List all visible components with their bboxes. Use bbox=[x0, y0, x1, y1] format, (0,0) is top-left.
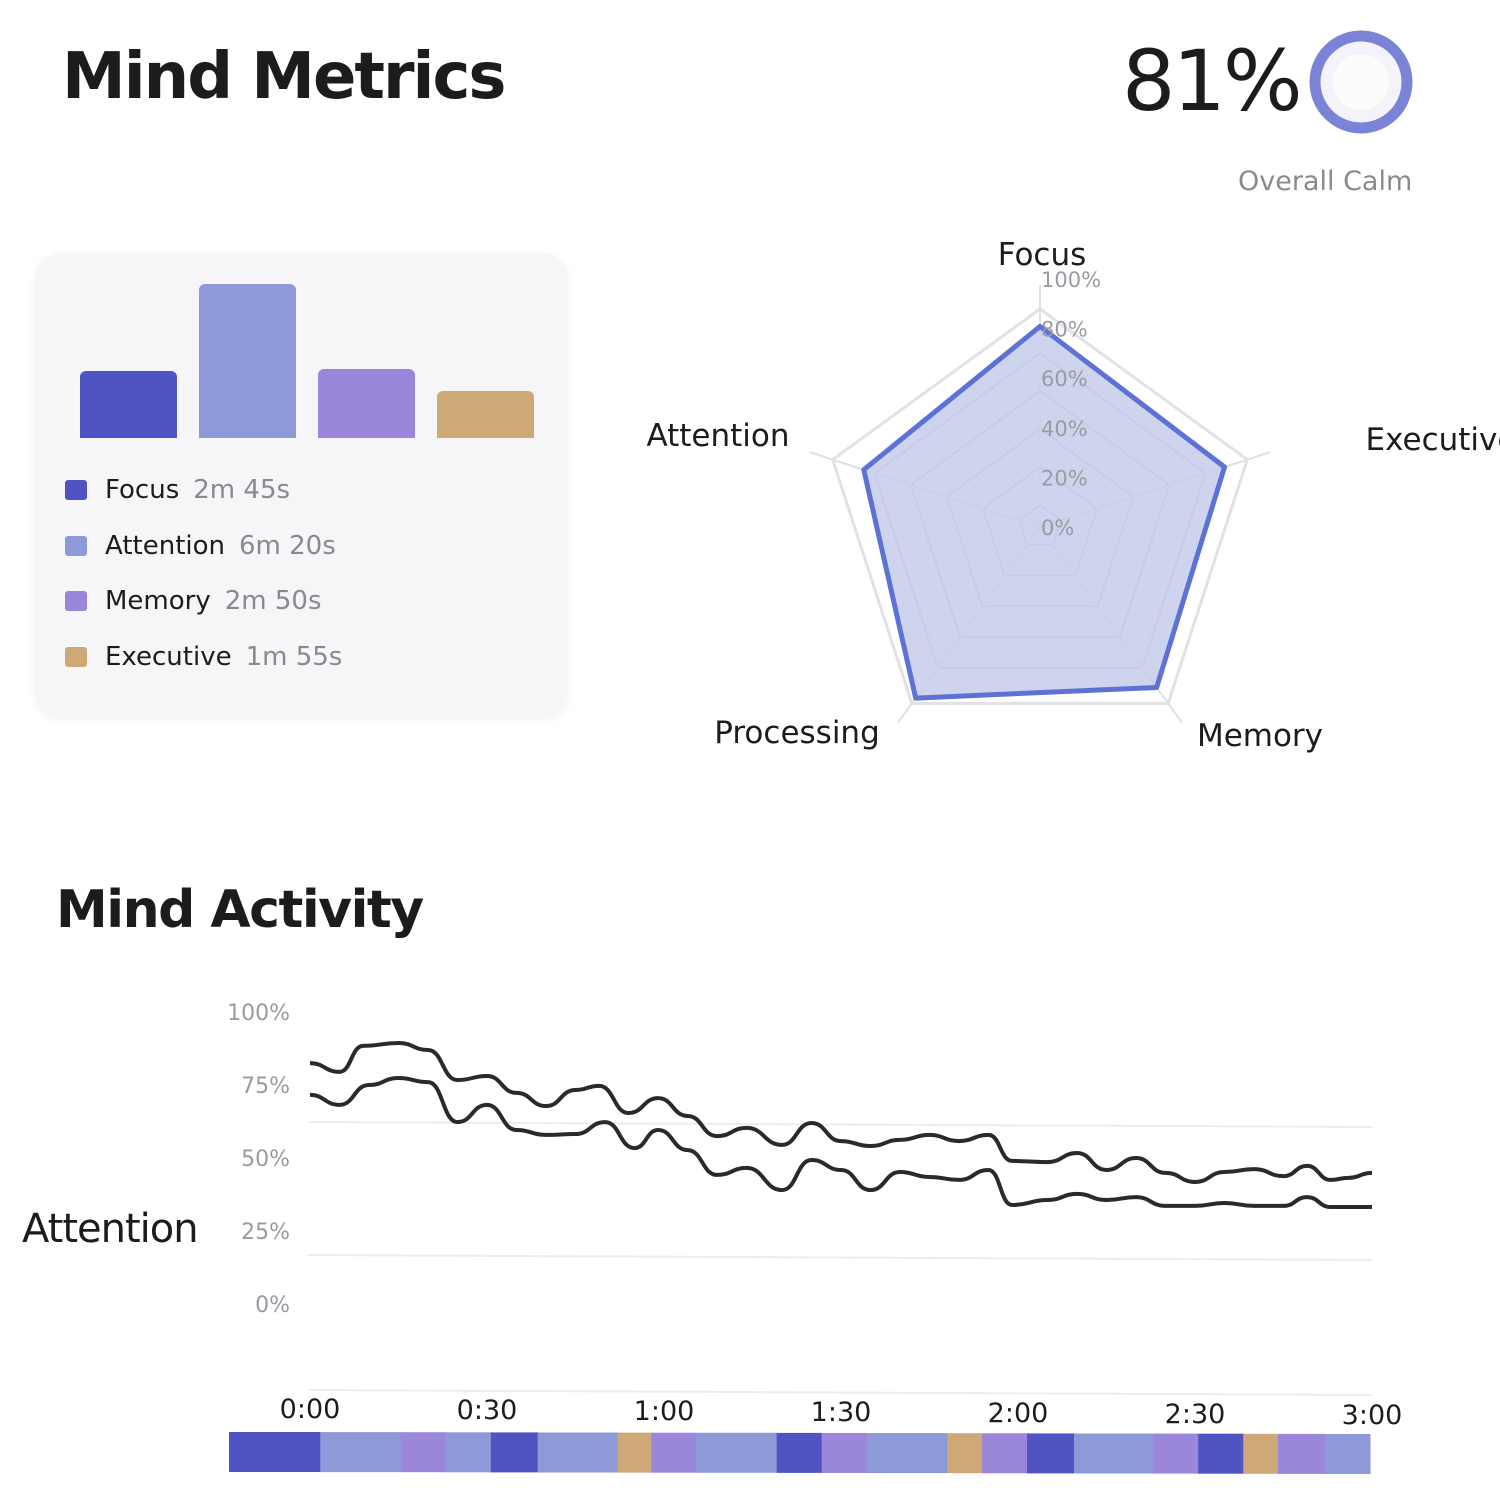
timeline-segment-attention bbox=[320, 1432, 402, 1473]
timeline-segment-focus bbox=[490, 1432, 539, 1473]
x-tick-label: 1:00 bbox=[634, 1396, 695, 1427]
timeline-segment-focus bbox=[229, 1432, 321, 1472]
line-series-2 bbox=[309, 1075, 1372, 1210]
radar-axis-label: Focus bbox=[998, 237, 1087, 273]
timeline-segment-executive bbox=[1243, 1433, 1279, 1474]
timeline-segment-executive bbox=[947, 1433, 983, 1474]
radar-tick-label: 40% bbox=[1041, 417, 1088, 441]
time-breakdown-card: Focus 2m 45s Attention 6m 20s Memory 2m 50s Ex… bbox=[35, 253, 568, 718]
bar-attention bbox=[199, 284, 296, 438]
y-tick-label: 100% bbox=[227, 1001, 290, 1026]
y-tick-label: 75% bbox=[241, 1074, 290, 1099]
timeline-segment-executive bbox=[617, 1432, 652, 1473]
legend-swatch bbox=[65, 646, 87, 667]
timeline-segment-memory bbox=[651, 1432, 697, 1473]
radar-grid-ring bbox=[830, 307, 1250, 705]
timeline-segment-memory bbox=[1278, 1433, 1326, 1474]
radar-tick-label: 60% bbox=[1041, 367, 1088, 391]
timeline-segment-memory bbox=[821, 1433, 868, 1473]
legend-label: Memory bbox=[105, 586, 211, 616]
legend-item: Memory 2m 50s bbox=[65, 584, 322, 618]
timeline-segment-attention bbox=[1324, 1434, 1371, 1474]
timeline-segment-focus bbox=[1198, 1433, 1244, 1474]
radar-axis-label: Attention bbox=[646, 418, 789, 454]
timeline-segment-memory bbox=[1153, 1433, 1199, 1474]
legend-swatch bbox=[65, 591, 87, 611]
radar-chart: 0% 20% 40% 60% 80% 100%Focus Executive Memory Pr… bbox=[646, 237, 1500, 754]
timeline-segment-memory bbox=[982, 1433, 1028, 1474]
y-tick-label: 50% bbox=[241, 1147, 290, 1172]
timeline-segment-focus bbox=[776, 1432, 823, 1473]
line-chart: 100% 75% 50% 25% 0% 0:00 0:30 1:00 1:30 2:00 2:30 3… bbox=[227, 1001, 1403, 1474]
radar-series bbox=[861, 323, 1228, 701]
legend-duration: 1m 55s bbox=[245, 641, 343, 672]
y-axis-label: Attention bbox=[22, 1206, 199, 1252]
timeline-segment-focus bbox=[1027, 1433, 1075, 1474]
section-title: Mind Activity bbox=[56, 880, 424, 940]
legend-duration: 6m 20s bbox=[239, 530, 336, 561]
legend-duration: 2m 45s bbox=[193, 475, 291, 505]
y-tick-label: 0% bbox=[255, 1293, 290, 1318]
gridline bbox=[307, 1389, 1373, 1396]
radar-axis-label: Processing bbox=[714, 715, 880, 751]
legend-item: Executive 1m 55s bbox=[65, 640, 342, 674]
x-tick-label: 0:00 bbox=[280, 1394, 341, 1425]
legend-item: Attention 6m 20s bbox=[65, 529, 336, 563]
y-tick-label: 25% bbox=[241, 1220, 290, 1245]
overall-calm-value: 81% bbox=[1122, 32, 1303, 130]
legend-label: Focus bbox=[105, 475, 180, 505]
legend-swatch bbox=[65, 480, 87, 500]
x-tick-label: 2:00 bbox=[988, 1398, 1049, 1429]
gridline bbox=[307, 1121, 1373, 1128]
calm-ring-icon bbox=[1309, 30, 1413, 134]
overall-calm-label: Overall Calm bbox=[1238, 166, 1413, 197]
radar-tick-label: 20% bbox=[1041, 466, 1088, 490]
x-tick-label: 0:30 bbox=[457, 1395, 518, 1426]
timeline-segment-attention bbox=[445, 1432, 492, 1473]
legend-swatch bbox=[65, 535, 87, 556]
legend-label: Executive bbox=[105, 641, 232, 672]
x-tick-label: 1:30 bbox=[811, 1397, 872, 1428]
x-tick-label: 3:00 bbox=[1342, 1400, 1403, 1431]
radar-tick-label: 0% bbox=[1041, 516, 1074, 540]
timeline-segment-attention bbox=[537, 1432, 619, 1473]
gridline bbox=[307, 1254, 1373, 1261]
timeline-segment-attention bbox=[866, 1433, 948, 1474]
radar-axis-label: Executive bbox=[1366, 422, 1500, 458]
bar-memory bbox=[318, 369, 415, 438]
legend-duration: 2m 50s bbox=[224, 586, 322, 616]
timeline-segment-attention bbox=[1073, 1433, 1154, 1474]
legend-item: Focus 2m 45s bbox=[65, 473, 290, 507]
legend-label: Attention bbox=[105, 530, 225, 561]
activity-timeline bbox=[229, 1432, 1371, 1474]
radar-tick-label: 100% bbox=[1041, 268, 1101, 292]
bar-focus bbox=[80, 371, 177, 438]
line-series-1 bbox=[309, 1040, 1373, 1184]
page-title: Mind Metrics bbox=[62, 40, 506, 114]
radar-tick-label: 80% bbox=[1041, 318, 1088, 342]
timeline-segment-attention bbox=[696, 1432, 778, 1473]
bar-executive bbox=[437, 391, 534, 438]
timeline-segment-memory bbox=[400, 1432, 447, 1473]
radar-axis-label: Memory bbox=[1197, 718, 1323, 754]
x-tick-label: 2:30 bbox=[1165, 1399, 1226, 1430]
